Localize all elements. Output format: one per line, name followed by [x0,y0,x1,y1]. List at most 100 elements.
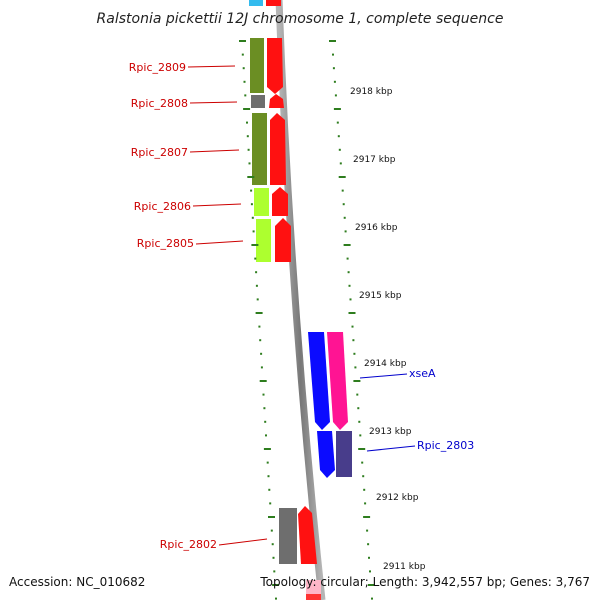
partial-feature-red-bottom [306,594,321,600]
gene-block-rpic-2809[interactable] [250,38,264,93]
left-tick [248,162,251,165]
right-tick [353,352,356,355]
left-tick [271,543,274,546]
left-tick [246,121,248,124]
left-tick [251,244,259,246]
right-tick [367,543,370,546]
left-tick [267,475,270,478]
gene-block-rpic-2808[interactable] [251,95,265,108]
right-tick [343,216,346,219]
right-tick [348,312,356,314]
left-tick [263,448,271,450]
left-tick [266,461,269,464]
right-tick [338,148,341,151]
left-tick [260,366,263,369]
left-tick [269,502,272,505]
left-tick [251,216,254,219]
right-tick [343,244,351,246]
gene-label-rpic-2803[interactable]: Rpic_2803 [417,439,474,452]
right-tick [349,298,352,301]
right-tick [358,448,366,450]
left-tick [262,393,265,396]
left-tick [273,570,276,573]
scale-label-2916: 2916 kbp [355,223,398,233]
right-tick [346,257,349,260]
gene-label-rpic-2807[interactable]: Rpic_2807 [131,146,188,159]
right-tick [356,393,359,396]
right-tick [337,135,340,138]
gene-label-rpic-2808[interactable]: Rpic_2808 [131,97,188,110]
gene-block-rpic-2807[interactable] [252,113,267,185]
right-tick [336,121,339,124]
forward-arrow-rpic-2808[interactable] [269,94,284,108]
forward-arrow-rpic-2806[interactable] [272,187,288,216]
forward-arrow-rpic-2807[interactable] [270,113,286,185]
left-label-leaders [187,65,268,546]
right-tick [348,284,351,287]
left-tick [255,271,258,274]
left-tick [239,40,246,42]
right-tick [351,325,354,328]
right-tick [347,271,350,274]
gene-label-rpic-2802[interactable]: Rpic_2802 [160,538,217,551]
gene-label-rpic-2806[interactable]: Rpic_2806 [134,200,191,213]
gene-label-rpic-2805[interactable]: Rpic_2805 [137,237,194,250]
right-tick [363,516,371,518]
left-tick [268,516,275,518]
left-tick [242,67,245,70]
gene-label-xsea[interactable]: xseA [409,367,436,380]
gene-block-rpic-2803-slate[interactable] [336,431,352,477]
right-tick [353,380,361,382]
right-tick [366,529,369,532]
gene-block-rpic-2806[interactable] [254,188,269,216]
forward-arrow-rpic-2805[interactable] [275,218,291,262]
right-tick [342,203,345,206]
left-tick [246,135,249,138]
scale-label-2913: 2913 kbp [369,427,412,437]
scale-label-2911: 2911 kbp [383,562,426,572]
forward-arrow-rpic-2802[interactable] [298,506,317,564]
left-tick [259,380,267,382]
gene-block-rpic-2805[interactable] [256,219,271,262]
right-tick [361,461,364,464]
partial-feature-cyan [249,0,263,6]
left-tick [272,556,275,559]
scale-label-2915: 2915 kbp [359,291,402,301]
topology-text: Topology: circular; Length: 3,942,557 bp… [259,575,590,589]
gene-label-rpic-2809[interactable]: Rpic_2809 [129,61,186,74]
left-tick [270,529,273,532]
map-title: Ralstonia pickettii 12J chromosome 1, co… [97,11,504,27]
left-tick [247,176,255,178]
left-tick [244,94,247,97]
left-tick [252,230,255,233]
left-tick [241,53,244,56]
left-tick [272,584,280,586]
left-tick [243,108,251,110]
forward-arrow-rpic-2809[interactable] [267,38,283,94]
reverse-arrow-xsea-pink[interactable] [327,332,348,430]
right-tick [334,94,337,97]
reverse-arrow-xsea-blue[interactable] [308,332,330,430]
right-tick [368,584,375,586]
right-label-leaders [359,373,416,452]
gene-block-rpic-2802[interactable] [279,508,297,564]
right-tick [332,53,334,56]
left-tick [259,339,262,342]
left-tick [260,352,263,355]
right-tick [363,488,366,491]
reverse-arrow-rpic-2803-blue[interactable] [317,431,335,478]
left-tick [254,257,257,260]
right-tick [368,556,370,559]
left-tick [258,325,261,328]
scale-label-2918: 2918 kbp [350,87,393,97]
left-tick-marks [239,40,280,600]
right-tick-marks [329,40,375,600]
left-tick [250,203,253,206]
left-tick [243,80,246,83]
right-tick [358,420,361,423]
right-tick [371,597,373,600]
right-tick [352,339,355,342]
left-tick [268,488,271,491]
right-tick [333,108,341,110]
